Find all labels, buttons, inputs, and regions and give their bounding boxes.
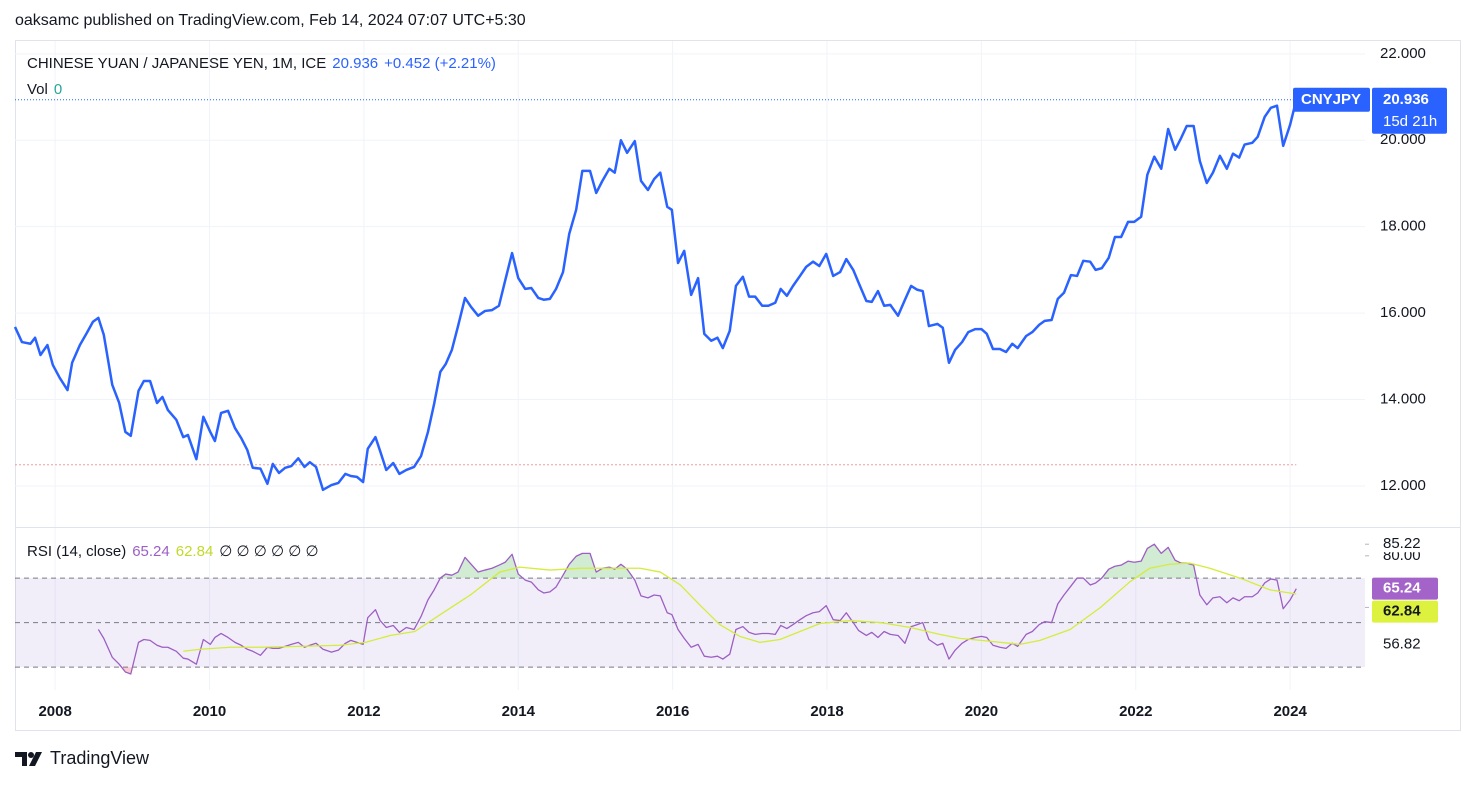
series-line (13, 99, 1298, 492)
header: oaksamc published on TradingView.com, Fe… (15, 12, 526, 29)
symbol-badge (1293, 87, 1370, 112)
y-tick-label: 22.000 (1380, 45, 1426, 62)
x-tick-label: 2020 (965, 703, 998, 720)
y-tick-label: 20.000 (1380, 131, 1426, 148)
volume-label: Vol (27, 81, 48, 98)
volume-value: 0 (53, 81, 63, 98)
price-label: 20.936 (1383, 91, 1429, 108)
x-tick-label: 2022 (1119, 703, 1152, 720)
tick-bg (1372, 636, 1442, 653)
x-tick-label: 2012 (347, 703, 380, 720)
y-tick-label: 14.000 (1380, 390, 1426, 407)
x-tick-label: 2018 (810, 703, 843, 720)
series-line (97, 543, 1297, 675)
symbol-title: CHINESE YUAN / JAPANESE YEN, 1M, ICE (27, 55, 327, 72)
rsi-value-badge (1372, 577, 1438, 600)
brand: TradingView (50, 748, 150, 768)
change: +0.452 (+2.21%) (384, 55, 496, 72)
rsi-value: 65.24 (132, 543, 170, 560)
na-values: ∅ ∅ ∅ ∅ ∅ ∅ (219, 543, 319, 560)
y-tick-label: 18.000 (1380, 218, 1426, 235)
logo (15, 752, 42, 766)
x-tick-label: 2016 (656, 703, 689, 720)
y2-tick-label: 85.22 (1383, 535, 1421, 552)
rsi-value-label: 65.24 (1383, 580, 1421, 597)
countdown: 15d 21h (1383, 113, 1437, 130)
x-tick-label: 2014 (502, 703, 536, 720)
plot: 2008 2010 2012 2014 2016 2018 2020 2022 2024 12.0… (13, 41, 1447, 720)
tick-bg (1372, 536, 1442, 553)
rsi-legend: RSI (14, close) 65.24 62.84 ∅ ∅ ∅ ∅ ∅ ∅ (27, 542, 325, 560)
symbol-name: CNYJPY (1301, 91, 1361, 108)
x-tick-label: 2010 (193, 703, 226, 720)
rsi-value-badge (1372, 600, 1438, 623)
volume-legend: Vol 0 (27, 81, 68, 98)
price-badge (1372, 87, 1447, 134)
series-line (183, 562, 1297, 652)
x-tick-label: 2008 (38, 703, 71, 720)
rsi-ma-value: 62.84 (175, 543, 214, 560)
x-tick-label: 2024 (1273, 703, 1307, 720)
frame (15, 40, 1461, 731)
y2-tick-label: 56.82 (1383, 636, 1421, 653)
last-price: 20.936 (332, 55, 379, 72)
y-tick-label: 16.000 (1380, 304, 1426, 321)
legend: CHINESE YUAN / JAPANESE YEN, 1M, ICE 20.9… (27, 55, 502, 72)
overbought-fill (440, 544, 1197, 579)
rsi-title: RSI (14, close) (27, 543, 127, 560)
rsi-value-label: 62.84 (1383, 603, 1421, 620)
y-tick-label: 12.000 (1380, 477, 1426, 494)
